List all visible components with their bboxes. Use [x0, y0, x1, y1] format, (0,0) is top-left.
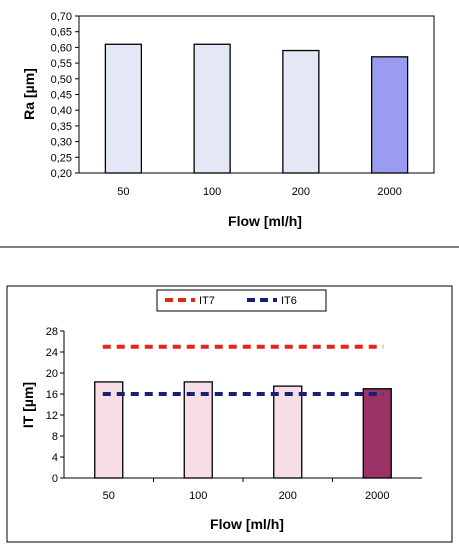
ra-y-tick-label: 0,70	[51, 11, 72, 23]
ra-chart: 0,20 0,25 0,30 0,35 0,40 0,45 0,50 0,55 0,60 0,65…	[21, 11, 435, 229]
it-y-tick-label: 0	[52, 473, 58, 485]
ra-x-tick-label: 200	[292, 186, 310, 198]
ra-y-tick-label: 0,20	[51, 168, 72, 180]
legend-label-it7: IT7	[199, 295, 215, 307]
ra-y-tick-label: 0,55	[51, 58, 72, 70]
legend-label-it6: IT6	[281, 295, 297, 307]
it-chart: IT7 IT6 0 4 8 12 16 20 24 28 50 100 200 2000 Flow […	[6, 285, 453, 543]
it-y-tick-label: 16	[46, 389, 58, 401]
ra-bar-200	[282, 49, 320, 174]
legend-box	[156, 289, 327, 312]
it-bar-200	[273, 385, 303, 479]
it-y-axis-label: IT [µm]	[20, 382, 36, 428]
it-bar-100	[183, 381, 213, 479]
ra-x-tick-label: 50	[117, 186, 129, 198]
it-x-tick-label: 200	[279, 490, 297, 502]
ra-y-tick-label: 0,45	[51, 90, 72, 102]
it-x-axis-label: Flow [ml/h]	[210, 516, 284, 532]
ra-bar-100	[193, 43, 231, 174]
it-y-tick-label: 20	[46, 368, 58, 380]
it-y-tick-label: 24	[46, 347, 58, 359]
ra-y-tick-label: 0,35	[51, 121, 72, 133]
it-bar-2000	[362, 388, 392, 479]
ra-bar-50	[104, 43, 143, 174]
it-legend: IT7 IT6	[156, 289, 327, 312]
it-y-tick-label: 28	[46, 326, 58, 338]
it-y-tick-label: 4	[52, 452, 58, 464]
ra-x-axis-label: Flow [ml/h]	[228, 213, 302, 229]
ra-y-tick-label: 0,25	[51, 152, 72, 164]
it-plot-area	[64, 331, 422, 478]
ra-y-axis-label: Ra [µm]	[21, 68, 37, 120]
ra-x-tick-label: 100	[203, 186, 221, 198]
ra-y-tick-label: 0,50	[51, 74, 72, 86]
it-y-tick-label: 12	[46, 410, 58, 422]
ra-y-tick-label: 0,65	[51, 27, 72, 39]
it-x-tick-label: 2000	[365, 490, 389, 502]
ra-y-tick-label: 0,60	[51, 42, 72, 54]
ra-y-tick-label: 0,30	[51, 137, 72, 149]
it-bar-50	[94, 381, 124, 479]
ra-x-tick-label: 2000	[377, 186, 401, 198]
it-x-tick-label: 100	[189, 490, 207, 502]
ra-bar-2000	[370, 56, 409, 174]
it-y-tick-label: 8	[52, 431, 58, 443]
it-x-tick-label: 50	[103, 490, 115, 502]
ra-y-tick-label: 0,40	[51, 105, 72, 117]
